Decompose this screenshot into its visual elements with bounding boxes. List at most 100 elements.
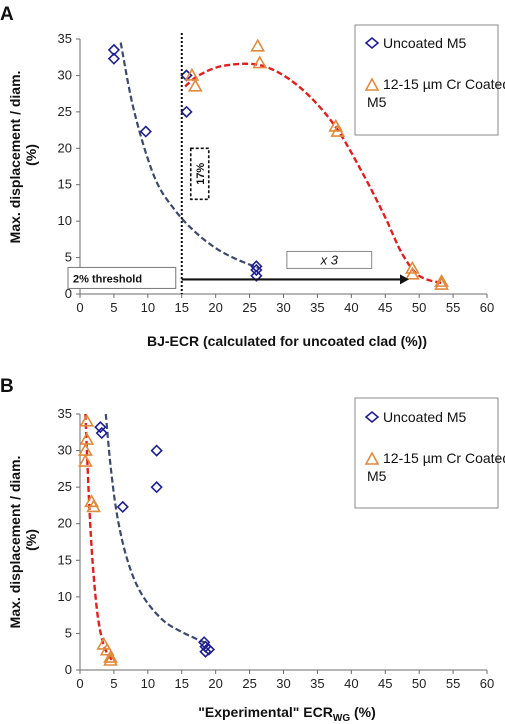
panel-a-bracket-box xyxy=(189,147,210,201)
panel-a-uncoated-point xyxy=(107,43,121,57)
panel-a-coated-fit-line xyxy=(184,62,442,285)
panel-a-y-tick-label: 35 xyxy=(58,31,72,46)
legend-b-uncoated-label: Uncoated M5 xyxy=(383,409,466,425)
panel-a-x-tick-label: 15 xyxy=(175,300,189,315)
panel-a-label: A xyxy=(0,4,14,25)
panel-a-x-tick-label: 10 xyxy=(141,300,155,315)
panel-b-coated-fit-line xyxy=(84,413,113,661)
panel-a-coated-point xyxy=(252,55,268,69)
panel-b-coated-point xyxy=(78,453,93,467)
axis-a-ylabel-line2: (%) xyxy=(23,144,39,166)
panel-a-multiplier-box xyxy=(286,250,373,269)
panel-a-coated-point xyxy=(434,276,449,290)
panel-b-x-tick-label: 15 xyxy=(175,676,189,691)
panel-b-y-tick-label: 0 xyxy=(65,662,72,677)
legend-a-coated-label-line2: M5 xyxy=(367,94,387,110)
panel-b-x-tick-label: 30 xyxy=(276,676,290,691)
panel-a-coated-point xyxy=(405,266,420,280)
legend-a-coated-marker xyxy=(364,77,380,91)
panel-a-y-tick-label: 20 xyxy=(58,140,72,155)
panel-a-x-tick-label: 35 xyxy=(310,300,324,315)
legend-a-coated-label: 12-15 µm Cr Coated M5 xyxy=(367,76,505,110)
panel-a-uncoated-point xyxy=(180,69,193,82)
panel-a-y-tick-label: 5 xyxy=(65,250,72,265)
axis-b-xlabel: "Experimental" ECRWG (%) xyxy=(198,704,376,724)
panel-a-uncoated-point xyxy=(139,125,152,138)
plot-b-area: 0 5 10 15 20 25 30 35 40 45 50 55 60 0 5 10 15 20 25 30 35 xyxy=(58,406,495,691)
panel-b-y-tick-label: 15 xyxy=(58,552,72,567)
axis-a-ylabel: Max. displacement / diam. (%) xyxy=(7,67,39,244)
panel-b-x-tick-label: 20 xyxy=(208,676,222,691)
panel-a-x-tick-label: 50 xyxy=(412,300,426,315)
panel-b-uncoated-fit-line xyxy=(104,413,210,646)
panel-b-uncoated-point xyxy=(202,643,216,656)
legend-a: Uncoated M5 12-15 µm Cr Coated M5 xyxy=(354,24,505,136)
panel-a-uncoated-point xyxy=(180,105,193,118)
panel-b-coated-point xyxy=(99,642,115,656)
panel-b-uncoated-point xyxy=(95,426,108,440)
panel-b-y-tick-label: 5 xyxy=(65,625,72,640)
panel-b-coated-point xyxy=(103,652,118,666)
panel-a-threshold-label: 2% threshold xyxy=(73,273,142,285)
panel-b-x-tick-label: 10 xyxy=(141,676,155,691)
panel-a-x-tick-label: 20 xyxy=(208,300,222,315)
panel-a-uncoated-fit-line xyxy=(119,42,261,270)
panel-a-uncoated-point xyxy=(107,52,121,65)
axis-b-xlabel-main: "Experimental" ECR xyxy=(198,704,333,720)
panel-a-y-tick-label: 0 xyxy=(65,286,72,301)
legend-b-coated-label: 12-15 µm Cr Coated M5 xyxy=(367,450,505,484)
panel-a-bracket-label: 17% xyxy=(195,163,207,185)
panel-b-x-tick-label: 35 xyxy=(310,676,324,691)
panel-b-y-tick-label: 10 xyxy=(58,589,72,604)
panel-b: B 0 5 10 15 20 25 30 35 40 45 50 55 60 0 5 10 15 20 25 30 35… xyxy=(0,376,505,724)
panel-b-uncoated-point xyxy=(150,481,163,494)
panel-b-uncoated-point xyxy=(116,500,129,514)
panel-b-x-tick-label: 0 xyxy=(76,676,83,691)
panel-a-x-tick-label: 40 xyxy=(344,300,358,315)
panel-b-coated-point xyxy=(79,413,95,427)
panel-b-x-tick-label: 5 xyxy=(110,676,117,691)
panel-a-x-tick-label: 25 xyxy=(242,300,256,315)
panel-a-coated-point xyxy=(405,260,420,274)
panel-a-x-tick-label: 30 xyxy=(276,300,290,315)
panel-b-x-tick-label: 50 xyxy=(412,676,426,691)
panel-a-threshold-box xyxy=(67,266,177,289)
panel-a-coated-point xyxy=(434,274,449,287)
legend-b-coated-label-line1: 12-15 µm Cr Coated xyxy=(383,450,505,466)
panel-b-x-tick-label: 60 xyxy=(480,676,494,691)
panel-b-y-tick-label: 25 xyxy=(58,479,72,494)
panel-a: A 0 5 10 15 20 25 30 35 40 45 50 55 60 0 5 10 15 20 25 30 35… xyxy=(0,4,505,349)
panel-b-x-tick-label: 40 xyxy=(344,676,358,691)
panel-a-x-tick-label: 60 xyxy=(480,300,494,315)
panel-b-x-tick-label: 55 xyxy=(446,676,460,691)
panel-b-x-tick-label: 25 xyxy=(242,676,256,691)
legend-a-uncoated-marker xyxy=(364,36,380,50)
legend-b-uncoated-marker xyxy=(364,410,380,424)
axis-a-xlabel: BJ-ECR (calculated for uncoated clad (%)… xyxy=(147,333,427,349)
panel-b-coated-point xyxy=(79,431,95,445)
panel-a-y-tick-label: 15 xyxy=(58,177,72,192)
axis-b-ylabel-line2: (%) xyxy=(23,529,39,551)
panel-a-coated-point xyxy=(184,67,200,81)
panel-b-label: B xyxy=(0,376,14,397)
panel-b-y-tick-label: 20 xyxy=(58,516,72,531)
panel-a-x-tick-label: 45 xyxy=(378,300,392,315)
plot-a-area: 0 5 10 15 20 25 30 35 40 45 50 55 60 0 5 10 15 20 25 30 35 17… xyxy=(58,31,495,315)
panel-a-coated-point xyxy=(187,78,203,92)
panel-a-coated-point xyxy=(250,38,266,52)
panel-b-coated-point xyxy=(86,499,101,513)
panel-a-x-tick-label: 0 xyxy=(76,300,83,315)
axis-b-xlabel-sub: WG xyxy=(333,713,350,724)
panel-a-y-tick-label: 30 xyxy=(58,67,72,82)
panel-b-uncoated-point xyxy=(150,444,163,457)
panel-b-uncoated-point xyxy=(199,645,212,658)
panel-a-coated-point xyxy=(330,123,346,137)
panel-a-threshold-arrow-head xyxy=(399,274,409,285)
panel-b-y-tick-label: 35 xyxy=(58,406,72,421)
legend-a-coated-label-line1: 12-15 µm Cr Coated xyxy=(383,76,505,92)
axis-a-ylabel-line1: Max. displacement / diam. xyxy=(7,71,23,244)
legend-b-coated-label-line2: M5 xyxy=(367,468,387,484)
axis-b-xlabel-tail: (%) xyxy=(350,704,376,720)
axis-b-ylabel: Max. displacement / diam. (%) xyxy=(7,452,39,629)
